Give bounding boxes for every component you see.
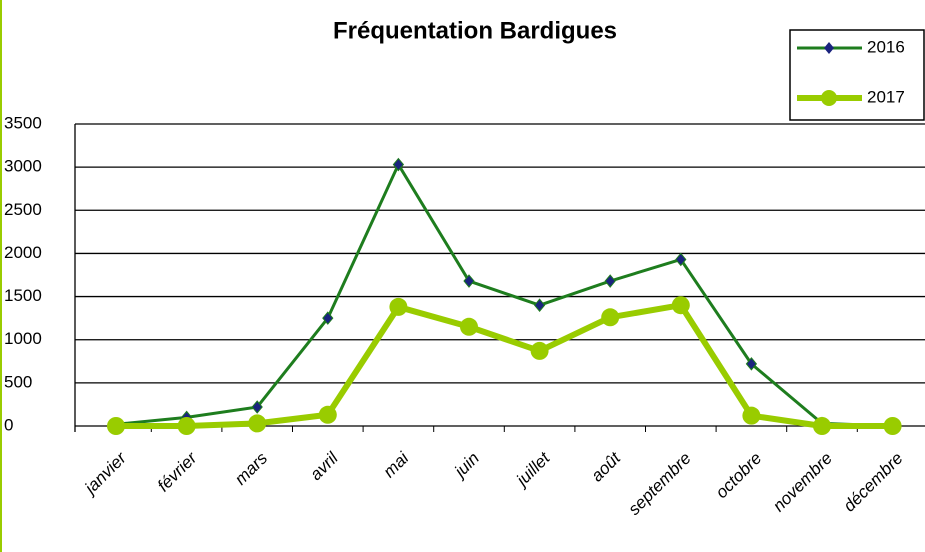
y-tick-label: 2000 — [4, 243, 42, 262]
marker — [883, 417, 902, 435]
marker — [322, 311, 334, 325]
y-tick-label: 0 — [4, 415, 13, 434]
marker — [530, 341, 549, 360]
y-tick-label: 1500 — [4, 286, 42, 305]
x-tick-label: juin — [449, 449, 483, 483]
x-tick-label: septembre — [625, 449, 695, 519]
marker — [671, 296, 690, 315]
marker — [533, 298, 546, 312]
marker — [601, 308, 620, 327]
marker — [107, 417, 125, 435]
x-tick-label: avril — [306, 448, 342, 484]
x-tick-label: mai — [380, 448, 414, 482]
y-tick-label: 1000 — [4, 329, 42, 348]
series-line — [115, 163, 893, 428]
marker — [318, 405, 337, 424]
x-tick-label: janvier — [80, 448, 131, 499]
chart-title: Fréquentation Bardigues — [333, 17, 617, 44]
marker — [675, 252, 687, 267]
marker — [251, 400, 263, 414]
y-tick-label: 2500 — [4, 200, 42, 219]
marker — [813, 417, 831, 435]
legend-marker — [821, 90, 837, 106]
y-tick-label: 500 — [4, 372, 32, 391]
y-tick-label: 3500 — [4, 113, 42, 132]
legend-label: 2016 — [867, 37, 905, 56]
y-tick-label: 3000 — [4, 157, 42, 176]
legend-label: 2017 — [867, 87, 905, 106]
x-tick-label: mars — [231, 448, 272, 489]
marker — [389, 297, 408, 316]
x-tick-label: novembre — [769, 449, 836, 516]
legend-box — [789, 29, 925, 121]
marker — [463, 274, 475, 288]
marker — [392, 157, 405, 172]
marker — [745, 357, 758, 371]
x-tick-label: août — [587, 448, 625, 486]
marker — [248, 414, 267, 433]
legend-marker — [824, 42, 834, 54]
series-line — [116, 302, 893, 429]
x-tick-label: décembre — [840, 449, 907, 516]
marker — [742, 406, 761, 425]
marker — [177, 417, 196, 435]
x-tick-label: juillet — [511, 448, 554, 491]
marker — [460, 317, 478, 336]
x-tick-label: février — [154, 448, 202, 496]
marker — [604, 274, 616, 288]
x-tick-label: octobre — [712, 449, 766, 503]
